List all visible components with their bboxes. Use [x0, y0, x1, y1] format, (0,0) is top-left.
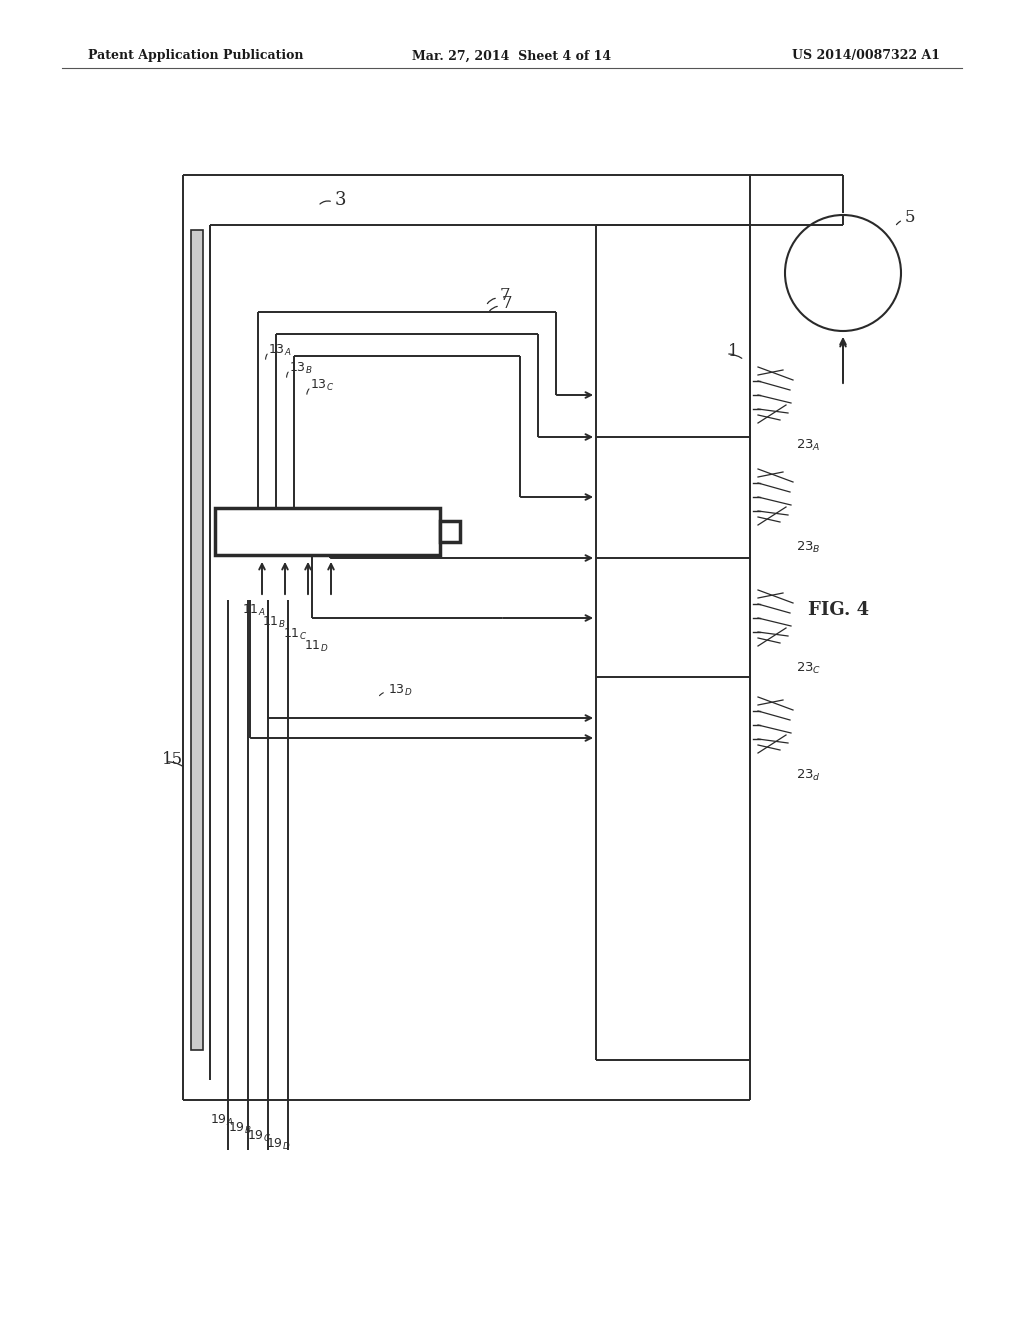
Text: $19_A$: $19_A$: [210, 1113, 233, 1127]
Text: FIG. 4: FIG. 4: [808, 601, 869, 619]
Text: $19_D$: $19_D$: [266, 1137, 291, 1151]
Text: Patent Application Publication: Patent Application Publication: [88, 49, 303, 62]
Text: $13_C$: $13_C$: [310, 378, 334, 392]
Text: $11_D$: $11_D$: [304, 639, 329, 653]
Text: $23_A$: $23_A$: [796, 437, 820, 453]
Text: 7: 7: [502, 294, 513, 312]
Text: 15: 15: [162, 751, 183, 768]
Text: Mar. 27, 2014  Sheet 4 of 14: Mar. 27, 2014 Sheet 4 of 14: [413, 49, 611, 62]
Text: 3: 3: [335, 191, 346, 209]
Text: 5: 5: [905, 210, 915, 227]
Text: 1: 1: [728, 343, 738, 360]
Text: US 2014/0087322 A1: US 2014/0087322 A1: [792, 49, 940, 62]
Text: $13_D$: $13_D$: [388, 682, 413, 697]
Text: $19_C$: $19_C$: [247, 1129, 271, 1143]
Text: $23_B$: $23_B$: [796, 540, 821, 554]
Text: 7: 7: [500, 286, 511, 304]
Text: $23_C$: $23_C$: [796, 660, 821, 676]
Text: $11_A$: $11_A$: [242, 602, 265, 618]
Bar: [440, 521, 460, 543]
Bar: [215, 508, 440, 554]
Text: $13_B$: $13_B$: [289, 360, 312, 376]
Text: $13_A$: $13_A$: [268, 342, 292, 358]
Bar: [191, 230, 203, 1049]
Text: $11_C$: $11_C$: [283, 627, 307, 642]
Text: $23_d$: $23_d$: [796, 767, 821, 783]
Text: $19_B$: $19_B$: [228, 1121, 252, 1135]
Text: $11_B$: $11_B$: [262, 614, 286, 630]
